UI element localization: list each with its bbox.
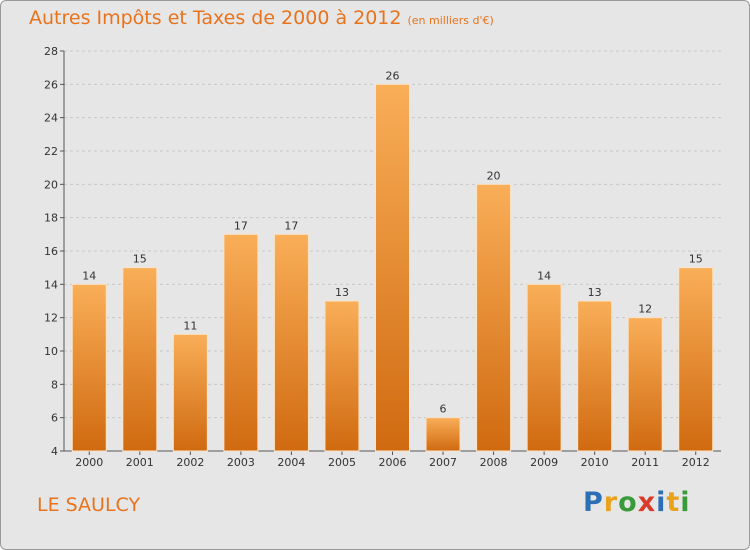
bar: [273, 233, 309, 452]
x-tick-label: 2000: [75, 456, 103, 469]
bar: [526, 283, 562, 452]
bar: [678, 267, 714, 452]
y-tick-label: 12: [44, 312, 58, 325]
data-label: 13: [335, 286, 349, 299]
y-tick-label: 20: [44, 178, 58, 191]
y-tick-label: 24: [44, 112, 58, 125]
bar: [375, 83, 410, 452]
x-tick-label: 2011: [631, 456, 659, 469]
data-labels: 14 15 11 17 17 13 26 6 20 14 13 12 15: [82, 69, 702, 415]
x-tick-label: 2006: [379, 456, 407, 469]
data-label: 15: [689, 253, 703, 266]
bar: [476, 183, 512, 452]
bar: [627, 317, 663, 452]
x-tick-label: 2010: [581, 456, 609, 469]
y-tick-label: 10: [44, 345, 58, 358]
axes: 4 6 8 10 12 14 16 18 20 22 24 26 28 2000 2001 2002 2003 2…: [44, 45, 721, 469]
y-tick-label: 6: [51, 412, 58, 425]
logo-letter: r: [603, 487, 619, 518]
x-tick-label: 2005: [328, 456, 356, 469]
logo-letter: P: [583, 487, 604, 518]
x-tick-label: 2001: [126, 456, 154, 469]
data-label: 13: [588, 286, 602, 299]
data-label: 14: [537, 269, 551, 282]
x-tick-label: 2008: [480, 456, 508, 469]
x-tick-label: 2004: [277, 456, 305, 469]
data-label: 20: [487, 169, 501, 182]
x-tick-label: 2007: [429, 456, 457, 469]
y-tick-label: 16: [44, 245, 58, 258]
chart-unit-note: (en milliers d'€): [407, 14, 494, 27]
data-label: 11: [183, 319, 197, 332]
chart-title: Autres Impôts et Taxes de 2000 à 2012 (en…: [29, 7, 494, 29]
bar: [71, 283, 107, 452]
proxiti-logo[interactable]: Proxiti: [583, 487, 691, 518]
y-tick-label: 22: [44, 145, 58, 158]
data-label: 17: [234, 219, 248, 232]
x-tick-label: 2012: [682, 456, 710, 469]
y-tick-label: 28: [44, 45, 58, 58]
data-label: 17: [284, 219, 298, 232]
y-tick-label: 8: [51, 378, 58, 391]
y-tick-label: 18: [44, 212, 58, 225]
logo-letter: i: [656, 487, 667, 518]
location-label: LE SAULCY: [37, 494, 141, 516]
chart-title-text: Autres Impôts et Taxes de 2000 à 2012: [29, 7, 402, 29]
bar: [223, 233, 259, 452]
data-label: 6: [440, 403, 447, 416]
bar: [172, 333, 208, 452]
y-tick-label: 4: [51, 445, 58, 458]
x-tick-label: 2002: [176, 456, 204, 469]
data-label: 12: [638, 303, 652, 316]
bar: [425, 417, 461, 452]
x-tick-label: 2003: [227, 456, 255, 469]
bar: [324, 300, 360, 452]
bars: [71, 83, 714, 452]
logo-letter: i: [680, 487, 691, 518]
logo-letter: x: [637, 487, 657, 518]
bar: [122, 267, 158, 452]
data-label: 26: [386, 69, 400, 82]
data-label: 15: [133, 253, 147, 266]
logo-letter: o: [618, 487, 638, 518]
y-tick-label: 14: [44, 278, 58, 291]
bar: [577, 300, 613, 452]
y-tick-label: 26: [44, 78, 58, 91]
data-label: 14: [82, 269, 96, 282]
x-tick-label: 2009: [530, 456, 558, 469]
logo-letter: t: [666, 487, 681, 518]
